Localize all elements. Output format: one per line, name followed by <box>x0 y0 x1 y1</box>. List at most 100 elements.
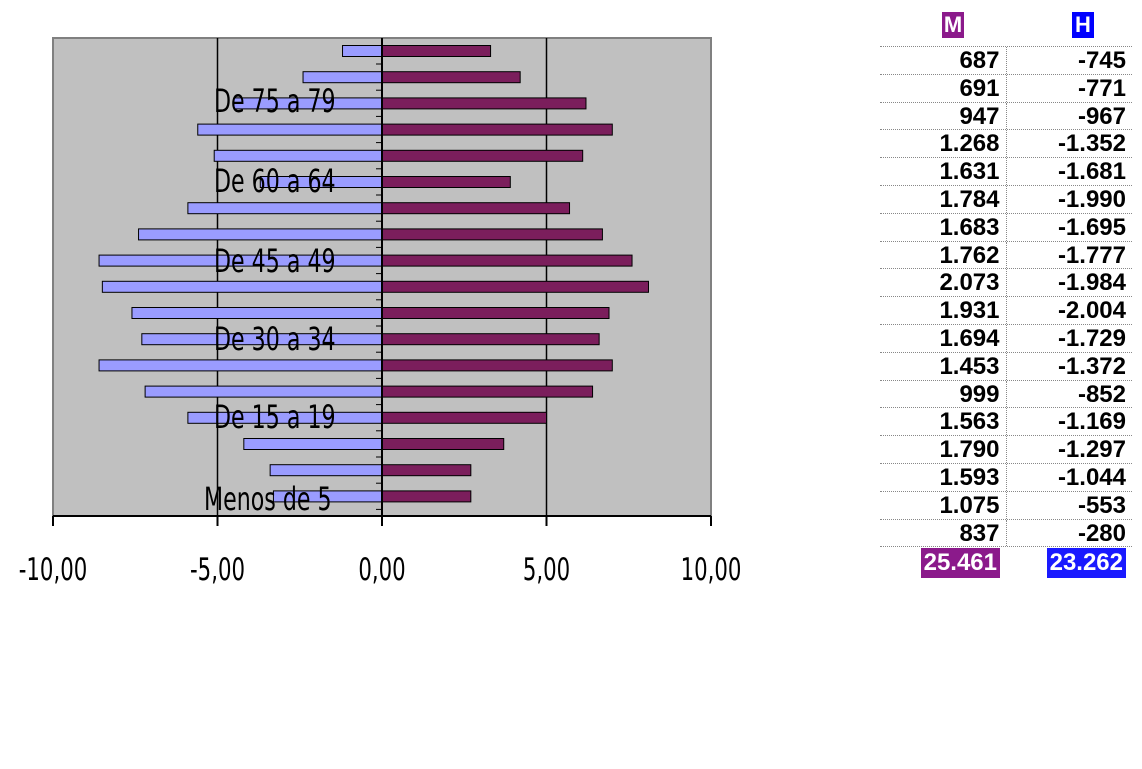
table-header: M H <box>880 10 1132 47</box>
women-value: 837 <box>880 519 1007 546</box>
header-m-label: M <box>942 12 964 38</box>
women-bar <box>381 490 472 503</box>
women-value: 1.593 <box>880 463 1007 491</box>
men-bar <box>243 438 383 450</box>
men-value: -1.044 <box>1057 463 1126 491</box>
women-value: 691 <box>880 74 1007 102</box>
x-tick-label: -5,00 <box>190 552 245 588</box>
table-row: 691 -771 <box>880 74 1132 103</box>
women-value: 999 <box>880 380 1007 407</box>
table-row: 1.694 -1.729 <box>880 324 1132 353</box>
women-value: 947 <box>880 102 1007 129</box>
men-value: -1.169 <box>1057 408 1126 436</box>
women-bar <box>381 123 613 136</box>
women-value: 1.075 <box>880 491 1007 519</box>
men-value: -967 <box>1077 102 1126 130</box>
men-value: -1.681 <box>1057 158 1126 186</box>
men-value: -745 <box>1077 47 1126 74</box>
table-row: 999 -852 <box>880 380 1132 409</box>
women-bar <box>381 333 600 346</box>
men-value: -1.777 <box>1057 241 1126 269</box>
men-value: -553 <box>1077 491 1126 519</box>
x-axis: -10,00 -5,00 0,00 5,00 10,00 <box>19 515 742 588</box>
gridlines <box>216 38 548 516</box>
x-tick-label: 5,00 <box>523 552 570 588</box>
table-row: 1.931 -2.004 <box>880 297 1132 325</box>
women-bar <box>381 71 521 84</box>
men-value: -280 <box>1077 519 1126 547</box>
women-value: 1.784 <box>880 185 1007 213</box>
men-value: -1.695 <box>1057 213 1126 241</box>
men-bar <box>144 385 383 398</box>
table-row: 1.075 -553 <box>880 491 1132 520</box>
category-label: De 15 a 19 <box>214 397 336 436</box>
category-label: De 60 a 64 <box>214 161 336 200</box>
category-labels: De 75 a 79 De 60 a 64 De 45 a 49 De 30 a 34… <box>204 81 336 518</box>
women-bar <box>381 202 571 215</box>
header-h-cell: H <box>1006 10 1132 46</box>
women-bar <box>381 464 472 477</box>
women-value: 687 <box>880 47 1007 74</box>
women-bar <box>381 45 492 57</box>
men-value: -1.990 <box>1057 185 1126 213</box>
men-bar <box>213 149 383 162</box>
total-h: 23.262 <box>1046 548 1126 579</box>
men-bar <box>187 202 383 215</box>
women-bar <box>381 438 505 450</box>
men-bar <box>197 123 383 136</box>
women-bar <box>381 176 511 188</box>
women-bar <box>381 411 547 424</box>
x-tick-label: 10,00 <box>681 552 742 588</box>
category-label: De 45 a 49 <box>214 241 336 280</box>
bars <box>98 38 649 516</box>
women-bar <box>381 149 584 162</box>
table-row: 1.268 -1.352 <box>880 130 1132 159</box>
men-bar <box>269 464 383 477</box>
header-h-label: H <box>1072 12 1094 38</box>
women-value: 1.931 <box>880 297 1007 324</box>
men-value: -852 <box>1077 380 1126 408</box>
women-bar <box>381 385 594 398</box>
population-table: M H 687 -745 691 -771 947 -967 1.268 -1.352 1.63… <box>880 10 1132 579</box>
women-value: 1.268 <box>880 130 1007 157</box>
category-label: De 75 a 79 <box>214 81 336 120</box>
table-row: 1.563 -1.169 <box>880 408 1132 437</box>
women-bar <box>381 359 613 372</box>
table-row: 1.453 -1.372 <box>880 352 1132 381</box>
header-m-cell: M <box>880 10 1006 46</box>
men-bar <box>101 280 383 293</box>
table-row: 1.631 -1.681 <box>880 158 1132 186</box>
category-label: Menos de 5 <box>204 479 332 518</box>
men-bar <box>98 359 383 372</box>
table-row: 687 -745 <box>880 47 1132 75</box>
men-bar <box>342 45 383 57</box>
population-pyramid-chart: -10,00 -5,00 0,00 5,00 10,00 De 75 a 79 De 60… <box>19 37 742 588</box>
totals-row: 25.461 23.262 <box>880 548 1132 579</box>
women-value: 1.683 <box>880 213 1007 241</box>
women-bar <box>381 228 603 241</box>
table-row: 1.593 -1.044 <box>880 463 1132 492</box>
men-value: -1.297 <box>1057 436 1126 464</box>
women-value: 1.563 <box>880 408 1007 435</box>
x-tick-label: -10,00 <box>19 552 88 588</box>
men-value: -1.729 <box>1057 324 1126 352</box>
total-m: 25.461 <box>920 548 1000 579</box>
women-bar <box>381 97 587 110</box>
table-row: 837 -280 <box>880 519 1132 548</box>
women-value: 1.631 <box>880 158 1007 185</box>
category-label: De 30 a 34 <box>214 319 336 358</box>
women-value: 1.790 <box>880 436 1007 463</box>
table-row: 1.683 -1.695 <box>880 213 1132 242</box>
total-m-cell: 25.461 <box>880 548 1006 579</box>
men-value: -2.004 <box>1057 297 1126 325</box>
women-value: 1.762 <box>880 241 1007 268</box>
women-value: 2.073 <box>880 269 1007 296</box>
women-value: 1.694 <box>880 324 1007 352</box>
table-row: 2.073 -1.984 <box>880 269 1132 298</box>
table-row: 1.762 -1.777 <box>880 241 1132 270</box>
men-value: -1.352 <box>1057 130 1126 158</box>
women-bar <box>381 307 610 319</box>
table-row: 947 -967 <box>880 102 1132 131</box>
women-value: 1.453 <box>880 352 1007 380</box>
men-value: -1.372 <box>1057 352 1126 380</box>
